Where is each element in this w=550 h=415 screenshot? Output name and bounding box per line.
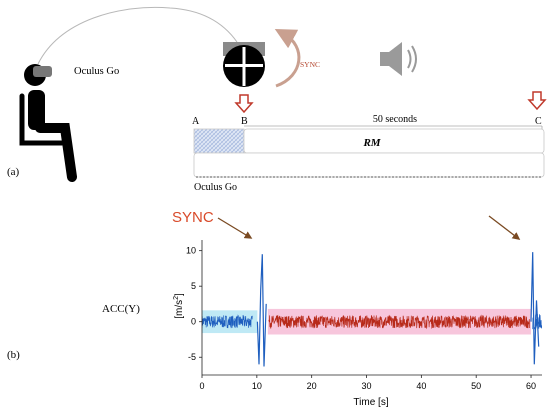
marker-c: C [535,116,542,127]
bottom-device-label: Oculus Go [194,182,237,193]
acc-chart: 0 10 20 30 40 50 60 -5 0 5 10 [m/s2] Time [s] [173,240,542,408]
sync-callout-arrow-right [488,215,521,240]
marker-b: B [241,116,248,127]
vr-headset-icon [33,66,52,77]
y-axis-label-close: ] [174,293,185,296]
signal-label: ACC(Y) [102,303,140,315]
x-tick-label: 50 [471,381,481,391]
panel-a: Oculus Go SYNC A B C 50 seconds [7,6,547,193]
x-tick-label: 0 [199,381,204,391]
rm-segment [243,128,545,154]
down-arrow-icon [527,91,547,111]
marker-a: A [192,116,200,127]
x-tick-label: 40 [416,381,426,391]
y-tick-label: 5 [191,281,196,291]
series-0-segment-0 [202,314,253,329]
y-tick-label: 10 [186,246,196,256]
sync-callout: SYNC [172,209,214,226]
x-tick-label: 30 [362,381,372,391]
chart-axes: 0 10 20 30 40 50 60 -5 0 5 10 [186,240,542,391]
speaker-icon [380,42,417,76]
x-tick-label: 10 [252,381,262,391]
panel-a-label: (a) [7,166,20,178]
sync-label: SYNC [300,60,320,69]
down-arrow-icon [234,94,254,114]
panel-b: SYNC ACC(Y) (b) 0 10 20 30 40 50 60 -5 0 5 10 [m/s… [7,209,542,408]
duration-label: 50 seconds [373,114,417,125]
chart-traces [202,252,542,367]
y-tick-label: 0 [191,317,196,327]
x-tick-label: 20 [307,381,317,391]
device-label: Oculus Go [74,66,119,77]
y-tick-label: -5 [188,352,196,362]
baseline-segment [193,128,245,154]
y-axis-label-sup: 2 [173,296,180,300]
rm-label: RM [362,137,381,149]
x-axis-label: Time [s] [353,397,388,408]
person-seated-icon [19,64,77,182]
y-axis-label: [m/s2] [173,293,185,319]
sync-curved-arrow-icon [274,28,301,88]
sync-device-icon [223,42,265,87]
panel-b-label: (b) [7,349,20,361]
x-tick-label: 60 [526,381,536,391]
oculus-timeline-row [193,152,545,178]
sync-callout-arrow-left [217,217,253,239]
series-1-segment-0 [268,314,531,330]
y-axis-label-base: [m/s [174,300,185,319]
cable-line [37,6,238,65]
series-0-sync-spikes [256,252,540,367]
